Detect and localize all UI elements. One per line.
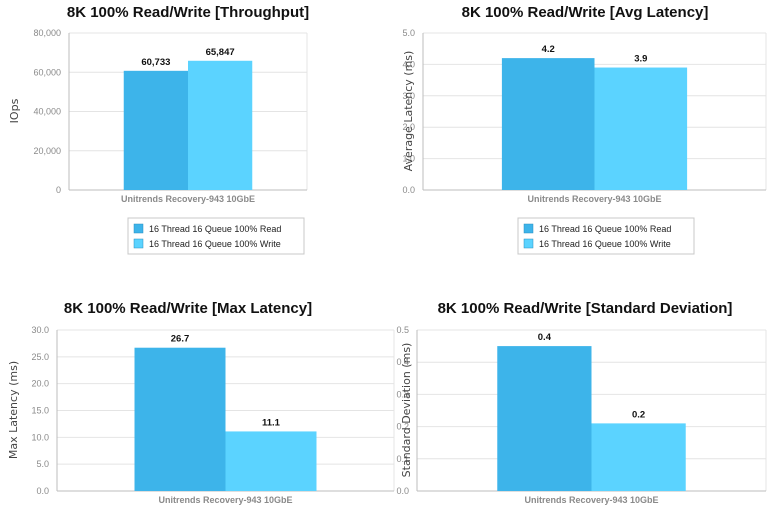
chart-title: 8K 100% Read/Write [Throughput] — [67, 4, 309, 21]
x-category-label: Unitrends Recovery-943 10GbE — [121, 194, 255, 204]
y-tick-label: 80,000 — [33, 28, 61, 38]
data-label: 4.2 — [542, 44, 555, 55]
bar-read — [501, 58, 595, 191]
bar-read — [123, 70, 188, 190]
data-label: 0.4 — [538, 332, 552, 343]
legend-swatch — [523, 223, 534, 234]
y-tick-label: 25.0 — [31, 352, 49, 362]
legend-label: 16 Thread 16 Queue 100% Read — [539, 224, 671, 234]
data-label: 11.1 — [262, 417, 281, 428]
y-tick-label: 5.0 — [402, 28, 415, 38]
y-tick-label: 40,000 — [33, 107, 61, 117]
x-category-label: Unitrends Recovery-943 10GbE — [527, 194, 661, 204]
legend: 16 Thread 16 Queue 100% Read 16 Thread 16… — [127, 217, 305, 255]
legend: 16 Thread 16 Queue 100% Read 16 Thread 16… — [517, 217, 695, 255]
x-category-label: Unitrends Recovery-943 10GbE — [524, 495, 658, 505]
y-axis-label: Standard Deviation (ms) — [400, 343, 413, 478]
chart-title: 8K 100% Read/Write [Standard Deviation] — [438, 300, 733, 317]
y-tick-label: 0.2 — [396, 422, 409, 432]
y-tick-label: 5.0 — [36, 459, 49, 469]
y-tick-label: 0.0 — [36, 486, 49, 496]
y-tick-label: 0.1 — [396, 454, 409, 464]
bar-write — [594, 67, 688, 190]
bar-read — [497, 346, 592, 491]
y-axis-label: Average Latency (ms) — [402, 51, 415, 172]
legend-label: 16 Thread 16 Queue 100% Read — [149, 224, 281, 234]
y-tick-label: 20.0 — [31, 379, 49, 389]
data-label: 0.2 — [632, 409, 645, 420]
legend-label: 16 Thread 16 Queue 100% Write — [539, 239, 671, 249]
y-tick-label: 0 — [56, 185, 61, 195]
y-tick-label: 15.0 — [31, 406, 49, 416]
y-tick-label: 60,000 — [33, 67, 61, 77]
y-tick-label: 0.0 — [402, 185, 415, 195]
bar-write — [591, 423, 686, 491]
bar-write — [225, 431, 317, 491]
chart-title: 8K 100% Read/Write [Avg Latency] — [462, 4, 709, 21]
legend-label: 16 Thread 16 Queue 100% Write — [149, 239, 281, 249]
chart-panel-2: 8K 100% Read/Write [Avg Latency] 0.0 1.0 2.… — [402, 4, 767, 255]
chart-panel-4: 8K 100% Read/Write [Standard Deviation] 0… — [396, 300, 767, 505]
data-label: 26.7 — [171, 334, 190, 345]
y-tick-label: 20,000 — [33, 146, 61, 156]
data-label: 3.9 — [634, 54, 647, 65]
legend-swatch — [133, 238, 144, 249]
y-tick-label: 0.4 — [396, 357, 409, 367]
y-tick-label: 4.0 — [402, 59, 415, 69]
data-label: 65,847 — [206, 47, 235, 58]
legend-box — [517, 217, 695, 255]
bar-read — [134, 347, 226, 491]
chart-title: 8K 100% Read/Write [Max Latency] — [64, 300, 312, 317]
y-tick-label: 2.0 — [402, 122, 415, 132]
legend-box — [127, 217, 305, 255]
y-axis-label: IOps — [8, 98, 21, 123]
x-category-label: Unitrends Recovery-943 10GbE — [158, 495, 292, 505]
y-axis-label: Max Latency (ms) — [7, 361, 20, 459]
legend-swatch — [133, 223, 144, 234]
bar-write — [188, 60, 253, 190]
legend-swatch — [523, 238, 534, 249]
y-tick-label: 1.0 — [402, 154, 415, 164]
y-tick-label: 30.0 — [31, 325, 49, 335]
y-tick-label: 3.0 — [402, 91, 415, 101]
chart-panel-3: 8K 100% Read/Write [Max Latency] 0.0 5.0 10… — [7, 300, 395, 505]
y-tick-label: 0.0 — [396, 486, 409, 496]
y-tick-label: 0.3 — [396, 389, 409, 399]
chart-panel-1: 8K 100% Read/Write [Throughput] 0 20,000 40… — [8, 4, 309, 255]
data-label: 60,733 — [141, 57, 170, 68]
y-tick-label: 0.5 — [396, 325, 409, 335]
y-tick-label: 10.0 — [31, 432, 49, 442]
